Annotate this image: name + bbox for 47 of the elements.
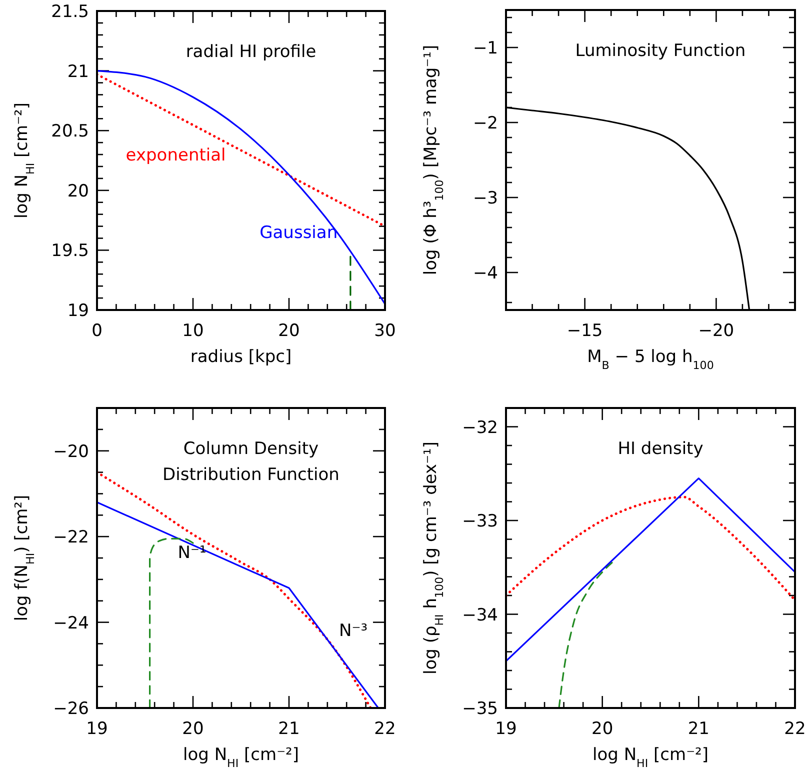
y-tick-label: 20 (67, 181, 89, 202)
x-tick-label: 0 (92, 321, 102, 341)
text: Column Density Distribution Function (162, 439, 340, 485)
line-series (506, 496, 795, 602)
y-tick-label: −34 (462, 605, 498, 626)
y-tick-label: −35 (462, 699, 498, 719)
series-label: exponential (126, 146, 226, 166)
y-tick-label: −2 (472, 114, 498, 134)
line-series (97, 70, 385, 305)
y-tick-label: −24 (53, 613, 89, 634)
y-tick-label: 21.5 (51, 2, 89, 22)
x-tick-label: 20 (592, 719, 614, 739)
text: radial HI profile (186, 42, 316, 62)
x-tick-label: 10 (182, 321, 204, 341)
series-label: Gaussian (260, 223, 338, 244)
x-tick-label: 30 (374, 321, 396, 341)
y-tick-label: −33 (462, 512, 498, 532)
y-tick-label: −32 (462, 418, 498, 438)
x-tick-label: 19 (495, 719, 517, 739)
x-tick-label: 22 (374, 719, 396, 739)
y-tick-label: 19 (67, 301, 89, 321)
x-tick-label: 20 (182, 719, 204, 739)
x-axis-title: M$_{B}$ − 5 log h$_{100}$ (587, 347, 714, 372)
x-tick-label: 20 (278, 321, 300, 341)
x-tick-label: 21 (688, 719, 710, 739)
x-tick-label: −20 (698, 321, 734, 341)
line-series (558, 562, 613, 708)
x-axis-title: radius [kpc] (190, 347, 292, 367)
text: HI density (618, 439, 704, 459)
text: Luminosity Function (575, 41, 746, 61)
annotation: N⁻¹ (178, 543, 206, 563)
y-tick-label: −26 (53, 699, 89, 719)
x-axis-title: log N$_{HI}$ [cm⁻²] (183, 745, 299, 770)
y-tick-label: −22 (53, 528, 89, 548)
x-tick-label: −15 (566, 321, 603, 341)
x-tick-label: 21 (278, 719, 300, 739)
x-tick-label: 19 (86, 719, 108, 739)
y-tick-label: 19.5 (51, 241, 89, 262)
y-tick-label: −4 (472, 264, 498, 284)
y-tick-label: −3 (472, 188, 498, 208)
y-tick-label: −1 (472, 38, 498, 58)
x-axis-title: log N$_{HI}$ [cm⁻²] (592, 745, 708, 770)
y-tick-label: 20.5 (51, 122, 89, 142)
y-tick-label: −20 (53, 442, 89, 462)
x-tick-label: 22 (784, 719, 805, 739)
annotation: N⁻³ (339, 621, 368, 641)
y-tick-label: 21 (67, 62, 89, 82)
